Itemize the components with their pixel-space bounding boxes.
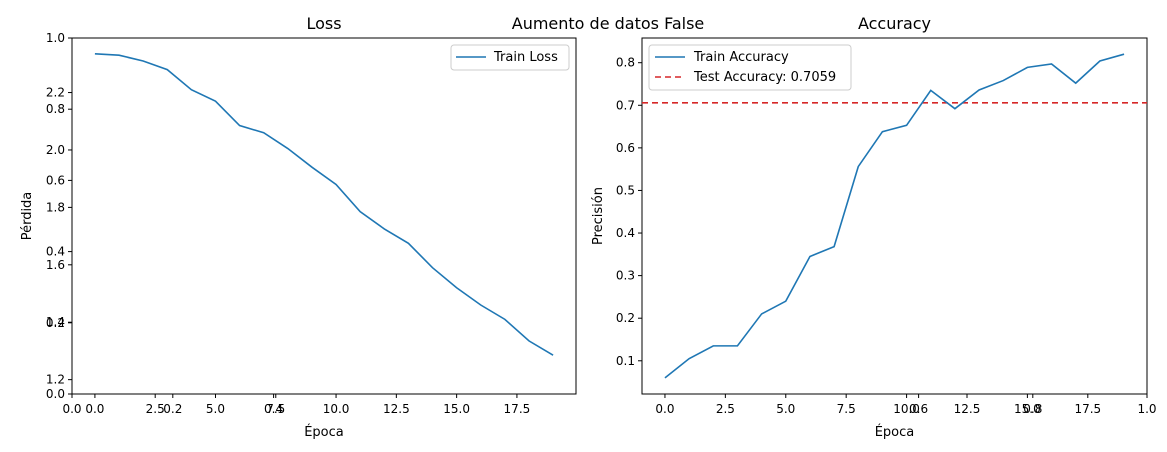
- acc-xtick2-label: 1.0: [1137, 402, 1156, 416]
- acc-legend: Train Accuracy Test Accuracy: 0.7059: [648, 44, 852, 91]
- figure-suptitle: Aumento de datos False: [512, 14, 705, 33]
- acc-ytick-label: 0.5: [616, 183, 635, 197]
- loss-legend-label: Train Loss: [493, 50, 558, 65]
- loss-xtick-label: 7.5: [266, 402, 285, 416]
- loss-ytick-label: 1.8: [46, 200, 65, 214]
- loss-xtick-label: 15.0: [443, 402, 470, 416]
- loss-legend: Train Loss: [450, 44, 570, 71]
- loss-xtick2-label: 0.2: [163, 402, 182, 416]
- loss-xtick2-label: 0.0: [62, 402, 81, 416]
- loss-chart-title: Loss: [306, 14, 341, 33]
- loss-ytick2-label: 0.2: [46, 316, 65, 330]
- acc-xtick2-label: 0.6: [909, 402, 928, 416]
- acc-xtick-label: 5.0: [776, 402, 795, 416]
- accuracy-chart: 0.1 0.2 0.3 0.4 0.5 0.6 0.7 0.8 0.0 2.5 5.0 7.5 10.0…: [591, 14, 1157, 440]
- acc-xtick-label: 0.0: [655, 402, 674, 416]
- loss-xtick-label: 10.0: [323, 402, 350, 416]
- acc-legend-box: [648, 44, 852, 91]
- acc-xtick-label: 7.5: [837, 402, 856, 416]
- acc-ytick-label: 0.7: [616, 98, 635, 112]
- loss-ytick2-label: 1.0: [46, 31, 65, 45]
- acc-ytick-label: 0.3: [616, 269, 635, 283]
- acc-xtick-label: 2.5: [716, 402, 735, 416]
- loss-xtick-label: 5.0: [206, 402, 225, 416]
- loss-xtick2-label: 0.4: [264, 402, 283, 416]
- loss-legend-box: [450, 44, 570, 71]
- acc-y-axis-label: Precisión: [591, 187, 606, 245]
- loss-ytick2-label: 0.4: [46, 245, 65, 259]
- loss-ytick2-label: 0.6: [46, 173, 65, 187]
- loss-ytick2-label: 0.0: [46, 387, 65, 401]
- loss-xtick-label: 2.5: [146, 402, 165, 416]
- loss-ytick-label: 1.6: [46, 258, 65, 272]
- loss-ytick-label: 2.0: [46, 143, 65, 157]
- acc-axes-frame: [641, 37, 1148, 395]
- loss-xtick-label: 17.5: [504, 402, 531, 416]
- acc-xtick-label: 17.5: [1074, 402, 1101, 416]
- acc-ytick-label: 0.8: [616, 56, 635, 70]
- acc-xtick-label: 15.0: [1014, 402, 1041, 416]
- loss-chart: 1.2 1.4 1.6 1.8 2.0 2.2 0.0 0.2 0.4 0.6 0.8 1.0 0.0 2…: [20, 14, 577, 440]
- acc-chart-title: Accuracy: [858, 14, 931, 33]
- loss-ytick-label: 1.2: [46, 373, 65, 387]
- loss-x-axis-label: Época: [304, 424, 344, 440]
- acc-x-axis-label: Época: [875, 424, 915, 440]
- loss-y-axis-label: Pérdida: [20, 192, 35, 241]
- acc-xtick-label: 10.0: [893, 402, 920, 416]
- acc-xtick-label: 12.5: [954, 402, 981, 416]
- acc-ytick-label: 0.1: [616, 354, 635, 368]
- loss-axes-frame: [71, 37, 577, 395]
- loss-ytick2-label: 0.8: [46, 102, 65, 116]
- loss-xtick-label: 12.5: [383, 402, 410, 416]
- acc-ytick-label: 0.4: [616, 226, 635, 240]
- acc-ytick-label: 0.6: [616, 141, 635, 155]
- acc-xtick2-label: 0.8: [1023, 402, 1042, 416]
- acc-legend-label-train: Train Accuracy: [693, 50, 789, 65]
- loss-xtick-label: 0.0: [85, 402, 104, 416]
- loss-ytick-label: 1.4: [46, 315, 65, 329]
- acc-legend-label-test: Test Accuracy: 0.7059: [693, 70, 836, 85]
- loss-ytick-label: 2.2: [46, 86, 65, 100]
- acc-ytick-label: 0.2: [616, 311, 635, 325]
- loss-series-line: [94, 52, 554, 356]
- acc-series-line: [664, 53, 1125, 379]
